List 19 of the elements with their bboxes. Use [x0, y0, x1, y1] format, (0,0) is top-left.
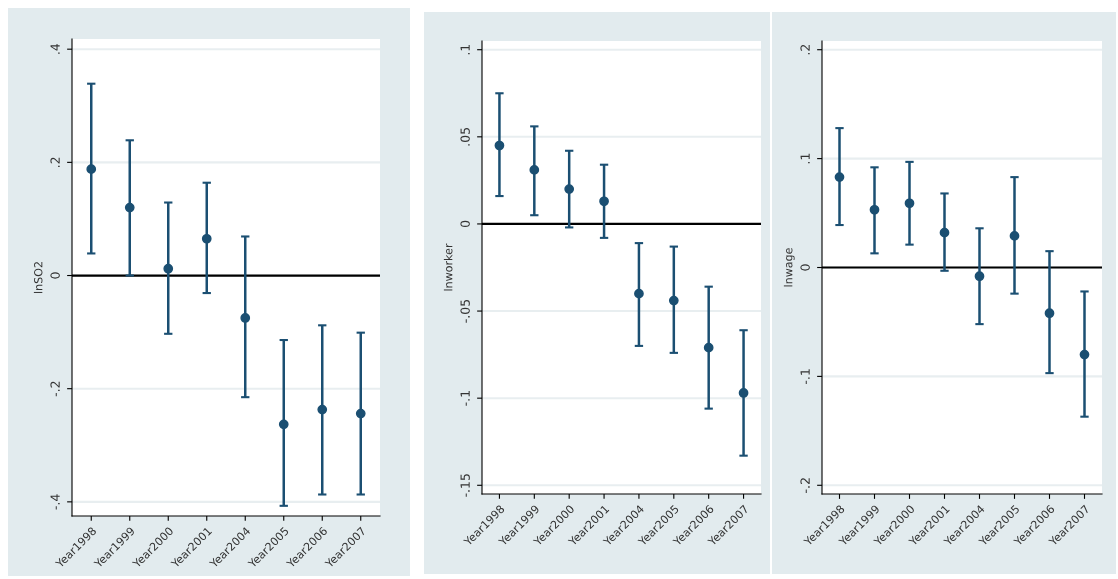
y-tick-label: .2: [800, 45, 810, 55]
y-tick-label: -.1: [800, 369, 810, 384]
y-tick-label: .2: [50, 157, 60, 167]
y-tick-label: .05: [460, 127, 470, 146]
y-tick-label: 0: [460, 220, 470, 228]
y-tick-label: 0: [800, 264, 810, 271]
y-tick-label: .1: [460, 44, 470, 55]
y-tick-label: .1: [800, 153, 810, 164]
y-tick-label: -.1: [460, 391, 470, 406]
y-tick-label: -.05: [460, 299, 470, 323]
y-tick-label: 0: [50, 272, 60, 279]
y-tick-label: -.2: [800, 478, 810, 493]
y-tick-label: -.4: [50, 494, 60, 510]
y-tick-label: .4: [50, 43, 60, 54]
y-axis-title: lnSO2: [33, 262, 43, 293]
y-axis-title: lnwage: [783, 248, 795, 287]
y-tick-label: -.15: [460, 474, 470, 497]
y-axis-title: lnworker: [443, 243, 453, 291]
y-tick-label: -.2: [50, 381, 60, 397]
